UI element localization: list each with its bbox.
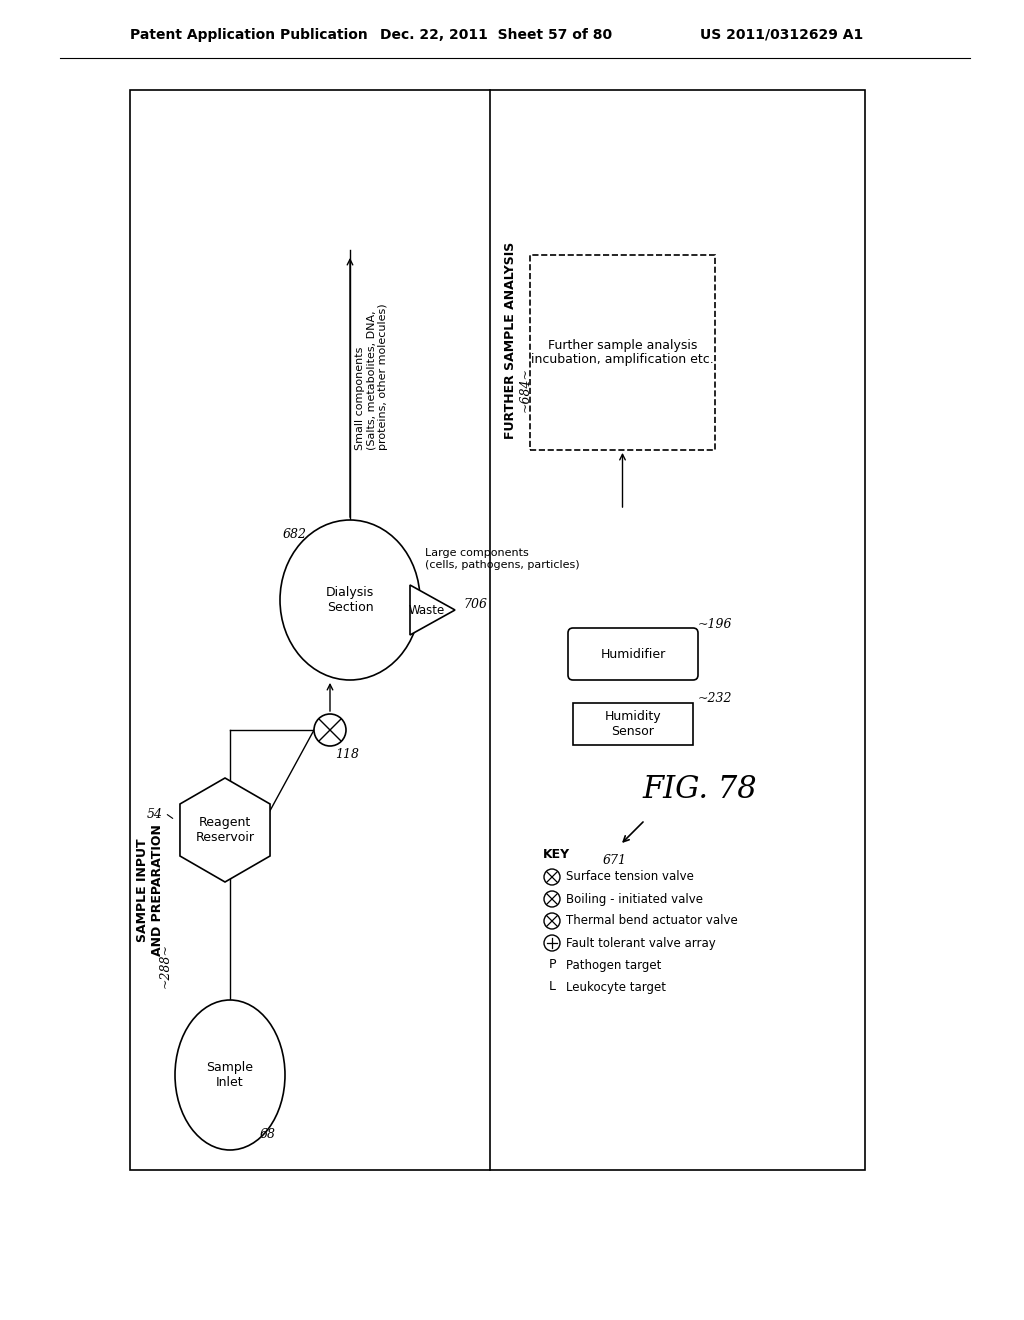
Text: 682: 682 — [283, 528, 307, 541]
Text: L: L — [549, 981, 555, 994]
Text: Waste: Waste — [409, 603, 445, 616]
Polygon shape — [180, 777, 270, 882]
Ellipse shape — [280, 520, 420, 680]
Text: Large components
(cells, pathogens, particles): Large components (cells, pathogens, part… — [425, 548, 580, 570]
Polygon shape — [410, 585, 455, 635]
Text: ~288~: ~288~ — [159, 942, 171, 987]
Text: FURTHER SAMPLE ANALYSIS: FURTHER SAMPLE ANALYSIS — [504, 242, 516, 438]
Bar — [130, 90, 865, 1170]
Text: FIG. 78: FIG. 78 — [643, 775, 758, 805]
Text: Small components
(Salts, metabolites, DNA,
proteins, other molecules): Small components (Salts, metabolites, DN… — [355, 304, 388, 450]
Text: ~196: ~196 — [698, 619, 732, 631]
Text: KEY: KEY — [543, 849, 570, 862]
Text: SAMPLE INPUT
AND PREPARATION: SAMPLE INPUT AND PREPARATION — [136, 824, 164, 956]
Text: US 2011/0312629 A1: US 2011/0312629 A1 — [700, 28, 863, 42]
Circle shape — [544, 869, 560, 884]
Circle shape — [544, 913, 560, 929]
Text: Thermal bend actuator valve: Thermal bend actuator valve — [566, 915, 737, 928]
Text: Humidity
Sensor: Humidity Sensor — [605, 710, 662, 738]
Text: Dec. 22, 2011  Sheet 57 of 80: Dec. 22, 2011 Sheet 57 of 80 — [380, 28, 612, 42]
Text: ~232: ~232 — [698, 692, 732, 705]
Bar — [530, 255, 715, 450]
Text: 671: 671 — [603, 854, 627, 866]
Text: Leukocyte target: Leukocyte target — [566, 981, 666, 994]
Text: P: P — [548, 958, 556, 972]
Text: Pathogen target: Pathogen target — [566, 958, 662, 972]
Text: Sample
Inlet: Sample Inlet — [207, 1061, 254, 1089]
Text: Dialysis
Section: Dialysis Section — [326, 586, 374, 614]
Text: Boiling - initiated valve: Boiling - initiated valve — [566, 892, 703, 906]
Circle shape — [544, 935, 560, 950]
Circle shape — [544, 891, 560, 907]
Text: Surface tension valve: Surface tension valve — [566, 870, 694, 883]
Text: 706: 706 — [463, 598, 487, 611]
Text: Further sample analysis
incubation, amplification etc.: Further sample analysis incubation, ampl… — [531, 338, 714, 367]
Text: 118: 118 — [335, 748, 359, 762]
Text: ~684~: ~684~ — [518, 367, 531, 412]
Text: 54: 54 — [147, 808, 163, 821]
FancyBboxPatch shape — [568, 628, 698, 680]
Bar — [573, 704, 693, 744]
Text: Fault tolerant valve array: Fault tolerant valve array — [566, 936, 716, 949]
Ellipse shape — [175, 1001, 285, 1150]
Text: Reagent
Reservoir: Reagent Reservoir — [196, 816, 255, 843]
Text: Humidifier: Humidifier — [600, 648, 666, 660]
Text: 68: 68 — [260, 1129, 276, 1142]
Text: Patent Application Publication: Patent Application Publication — [130, 28, 368, 42]
Circle shape — [314, 714, 346, 746]
